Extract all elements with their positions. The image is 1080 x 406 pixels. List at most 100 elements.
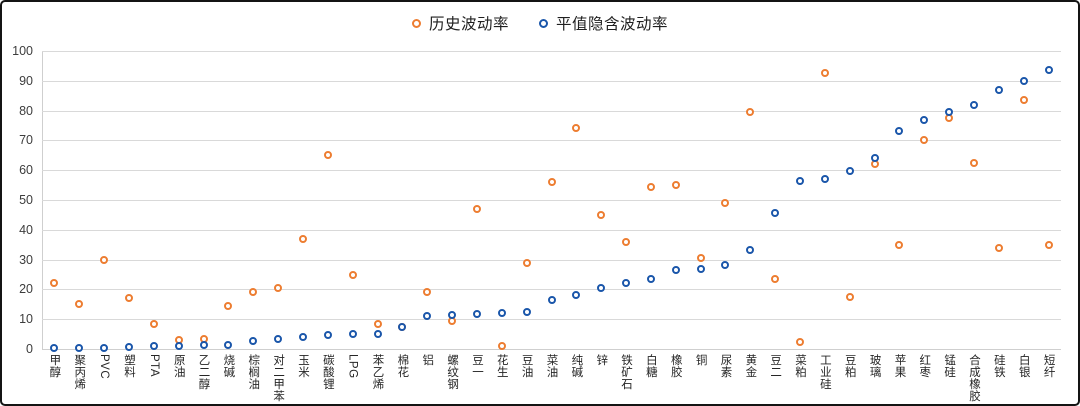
y-tick-label: 90 <box>19 73 33 88</box>
x-category-label: 黄金 <box>744 354 757 378</box>
data-point-implied <box>646 275 655 284</box>
y-tick-label: 80 <box>19 103 33 118</box>
data-point-historical <box>124 294 133 303</box>
data-point-implied <box>796 177 805 186</box>
x-category-label: 花生 <box>495 354 508 378</box>
legend-label-historical: 历史波动率 <box>428 16 509 33</box>
data-point-historical <box>771 274 780 283</box>
data-point-historical <box>597 210 606 219</box>
data-point-implied <box>970 100 978 109</box>
x-category-label: 原油 <box>172 354 185 378</box>
data-point-historical <box>572 124 581 133</box>
data-point-implied <box>398 323 407 332</box>
data-point-historical <box>149 319 158 328</box>
x-category-label: 对二甲苯 <box>272 354 285 402</box>
chart-legend: 历史波动率 平值隐含波动率 <box>2 12 1078 34</box>
data-point-historical <box>970 158 978 167</box>
x-category-label: 尿素 <box>719 354 732 378</box>
data-point-implied <box>174 342 183 351</box>
data-point-implied <box>572 290 581 299</box>
data-point-historical <box>1019 96 1028 105</box>
gridline <box>42 51 1061 52</box>
data-point-implied <box>323 330 332 339</box>
data-point-historical <box>845 292 854 301</box>
x-category-label: 玉米 <box>296 354 309 378</box>
data-point-implied <box>472 309 481 318</box>
data-point-historical <box>274 283 283 292</box>
data-point-implied <box>522 308 531 317</box>
legend-item-historical-volatility: 历史波动率 <box>411 12 509 34</box>
legend-label-implied: 平值隐含波动率 <box>556 16 669 33</box>
y-tick-label: 30 <box>19 252 33 267</box>
x-axis: 甲醇 聚丙烯 PVC 塑料 PTA 原油 乙二醇 烧碱 棕榈油 对二甲苯 玉米 碳酸锂 LPG 苯乙烯 棉花… <box>42 354 1061 404</box>
data-point-implied <box>448 311 457 320</box>
data-point-implied <box>597 284 606 293</box>
x-category-label: 碳酸锂 <box>321 354 334 390</box>
x-category-label: 豆二 <box>769 354 782 378</box>
data-point-implied <box>994 85 1003 94</box>
gridline <box>42 319 1061 321</box>
x-category-label: 螺纹钢 <box>446 354 459 390</box>
gridline <box>42 200 1061 201</box>
data-point-implied <box>124 342 133 351</box>
x-category-label: LPG <box>346 354 359 379</box>
gridline <box>42 140 1061 142</box>
data-point-historical <box>423 288 432 297</box>
data-point-historical <box>1044 240 1053 249</box>
y-tick-label: 20 <box>19 282 33 297</box>
gridline <box>42 289 1061 291</box>
x-category-label: 塑料 <box>122 354 135 378</box>
data-point-historical <box>820 69 829 78</box>
y-tick-label: 50 <box>19 193 33 207</box>
x-category-label: 苯乙烯 <box>371 354 384 390</box>
x-category-label: 铜 <box>694 354 707 366</box>
gridline <box>42 259 1061 261</box>
data-point-historical <box>323 151 332 160</box>
data-point-implied <box>945 108 954 117</box>
y-tick-label: 10 <box>19 312 33 327</box>
data-point-historical <box>622 237 631 246</box>
x-axis-line <box>42 349 1061 350</box>
data-point-historical <box>547 178 556 187</box>
data-point-historical <box>472 204 481 213</box>
implied-series-marker-icon <box>539 18 548 28</box>
data-point-implied <box>348 329 357 338</box>
x-category-label: 合成橡胶 <box>968 354 980 402</box>
x-category-label: PTA <box>147 354 160 378</box>
x-category-label: 短纤 <box>1042 354 1055 378</box>
x-category-label: 纯碱 <box>570 354 583 378</box>
x-category-label: 锰硅 <box>943 354 956 378</box>
data-point-historical <box>895 240 904 249</box>
data-point-implied <box>895 127 904 136</box>
data-point-historical <box>796 338 805 347</box>
x-category-label: 棕榈油 <box>247 354 260 390</box>
x-category-label: 烧碱 <box>222 354 235 378</box>
y-tick-label: 0 <box>26 342 33 356</box>
data-point-implied <box>1019 76 1028 85</box>
data-point-implied <box>199 341 208 350</box>
x-category-label: 橡胶 <box>669 354 682 378</box>
x-category-label: 白糖 <box>644 354 657 378</box>
data-point-historical <box>994 243 1003 252</box>
data-point-implied <box>274 334 283 343</box>
gridline <box>42 80 1061 82</box>
data-point-implied <box>100 344 109 353</box>
x-category-label: 豆粕 <box>843 354 856 378</box>
x-category-label: PVC <box>98 354 111 380</box>
data-point-historical <box>298 234 307 243</box>
data-point-historical <box>50 279 59 288</box>
data-point-implied <box>75 344 84 353</box>
data-point-historical <box>646 182 655 191</box>
data-point-implied <box>50 344 59 353</box>
data-point-implied <box>298 333 307 342</box>
x-category-label: 菜油 <box>545 354 558 378</box>
data-point-historical <box>75 300 84 309</box>
data-point-implied <box>249 336 258 345</box>
x-category-label: 豆一 <box>470 354 483 378</box>
data-point-implied <box>820 175 829 184</box>
data-point-implied <box>497 309 506 318</box>
plot-area <box>42 51 1061 353</box>
data-point-historical <box>721 198 730 207</box>
x-category-label: 苹果 <box>893 354 906 378</box>
